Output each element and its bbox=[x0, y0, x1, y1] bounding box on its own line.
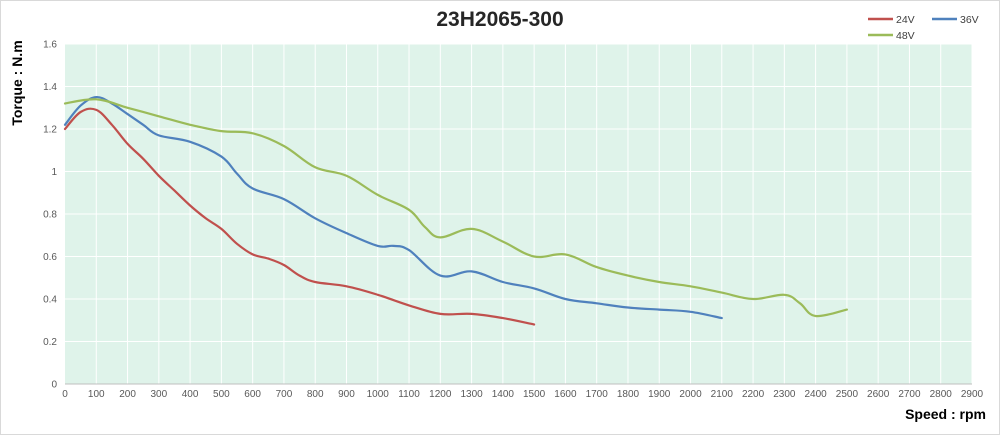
axes: 0 100 200 300 400 500 600 700 800 900 1000 1100 1200… bbox=[43, 40, 983, 401]
x-tick-label: 500 bbox=[213, 389, 230, 400]
x-tick-label: 2300 bbox=[773, 389, 796, 400]
x-tick-label: 200 bbox=[119, 389, 136, 400]
series-lines bbox=[63, 95, 848, 326]
x-tick-label: 300 bbox=[150, 389, 167, 400]
x-tick-label: 2400 bbox=[804, 389, 827, 400]
legend-label-48v: 48V bbox=[896, 30, 915, 42]
x-tick-label: 2600 bbox=[867, 389, 890, 400]
y-tick-label: 1.2 bbox=[43, 125, 57, 136]
y-tick-label: 0 bbox=[51, 380, 57, 391]
x-axis-title: Speed : rpm bbox=[905, 406, 986, 422]
x-tick-label: 1500 bbox=[523, 389, 546, 400]
series-line-24v bbox=[63, 107, 536, 326]
x-tick-label: 600 bbox=[244, 389, 261, 400]
x-tick-label: 900 bbox=[338, 389, 355, 400]
chart-title: 23H2065-300 bbox=[436, 8, 564, 31]
x-tick-label: 1800 bbox=[617, 389, 640, 400]
x-tick-label: 1200 bbox=[429, 389, 452, 400]
x-tick-label: 0 bbox=[62, 389, 68, 400]
series-line-36v bbox=[63, 95, 723, 320]
x-tick-label: 2800 bbox=[930, 389, 953, 400]
legend: 24V 36V 48V bbox=[868, 14, 979, 42]
y-tick-label: 1.4 bbox=[43, 82, 57, 93]
y-tick-label: 0.4 bbox=[43, 295, 57, 306]
x-tick-label: 2500 bbox=[836, 389, 859, 400]
x-tick-label: 1700 bbox=[586, 389, 609, 400]
x-tick-label: 1300 bbox=[460, 389, 483, 400]
x-tick-label: 1100 bbox=[398, 389, 420, 400]
series-line-48v bbox=[63, 98, 848, 318]
x-tick-label: 400 bbox=[182, 389, 199, 400]
x-tick-label: 2100 bbox=[711, 389, 734, 400]
x-tick-label: 100 bbox=[88, 389, 105, 400]
x-tick-label: 2000 bbox=[679, 389, 702, 400]
x-tick-label: 2900 bbox=[961, 389, 984, 400]
y-tick-label: 0.8 bbox=[43, 210, 57, 221]
y-tick-label: 0.2 bbox=[43, 337, 57, 348]
x-tick-label: 1600 bbox=[554, 389, 577, 400]
y-tick-label: 1.6 bbox=[43, 40, 57, 51]
x-tick-label: 1400 bbox=[492, 389, 515, 400]
gridlines bbox=[65, 43, 973, 384]
x-tick-label: 1000 bbox=[367, 389, 390, 400]
legend-label-24v: 24V bbox=[896, 14, 915, 26]
y-tick-label: 1 bbox=[51, 167, 57, 178]
x-tick-label: 2700 bbox=[898, 389, 921, 400]
y-tick-label: 0.6 bbox=[43, 252, 57, 263]
legend-label-36v: 36V bbox=[960, 14, 979, 26]
x-tick-label: 700 bbox=[276, 389, 293, 400]
x-tick-label: 1900 bbox=[648, 389, 671, 400]
x-tick-label: 2200 bbox=[742, 389, 765, 400]
x-tick-label: 800 bbox=[307, 389, 324, 400]
